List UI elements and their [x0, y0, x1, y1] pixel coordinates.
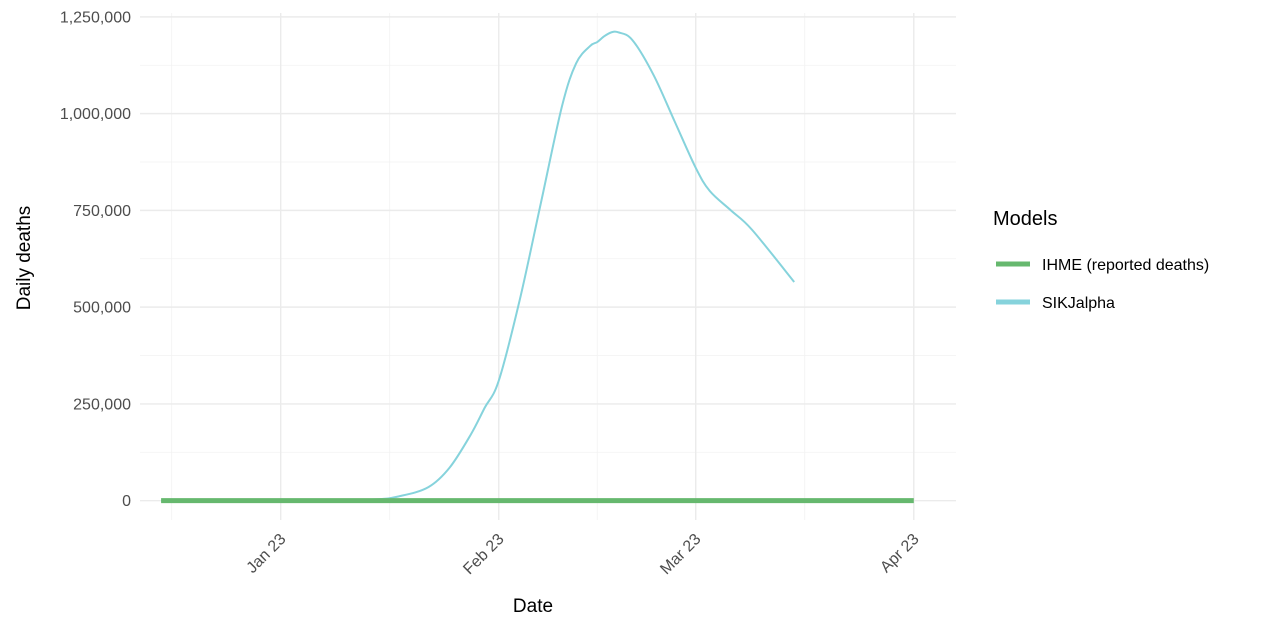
grid	[140, 13, 956, 520]
series-lines	[161, 30, 914, 504]
y-tick-label: 250,000	[73, 396, 131, 413]
x-tick-label: Apr 23	[877, 531, 922, 576]
y-tick-label: 1,000,000	[60, 106, 131, 123]
x-tick-label: Mar 23	[657, 531, 704, 578]
y-tick-label: 500,000	[73, 300, 131, 317]
legend-label: SIKJalpha	[1042, 295, 1115, 312]
series-line-sikjalpha	[161, 30, 795, 502]
legend-label: IHME (reported deaths)	[1042, 257, 1209, 274]
y-tick-label: 1,250,000	[60, 9, 131, 26]
x-axis-title: Date	[513, 596, 553, 617]
x-tick-label: Jan 23	[244, 531, 290, 577]
y-axis-title: Daily deaths	[14, 206, 35, 311]
legend-title: Models	[993, 208, 1057, 230]
legend: Models IHME (reported deaths) SIKJalpha	[993, 208, 1209, 312]
y-tick-label: 0	[122, 493, 131, 510]
x-tick-label: Feb 23	[460, 531, 507, 578]
legend-items: IHME (reported deaths) SIKJalpha	[996, 257, 1209, 312]
x-axis-tick-labels: Jan 23 Feb 23 Mar 23 Apr 23	[244, 531, 923, 578]
y-axis-tick-labels: 0 250,000 500,000 750,000 1,000,000 1,250,000	[60, 9, 131, 510]
y-tick-label: 750,000	[73, 203, 131, 220]
